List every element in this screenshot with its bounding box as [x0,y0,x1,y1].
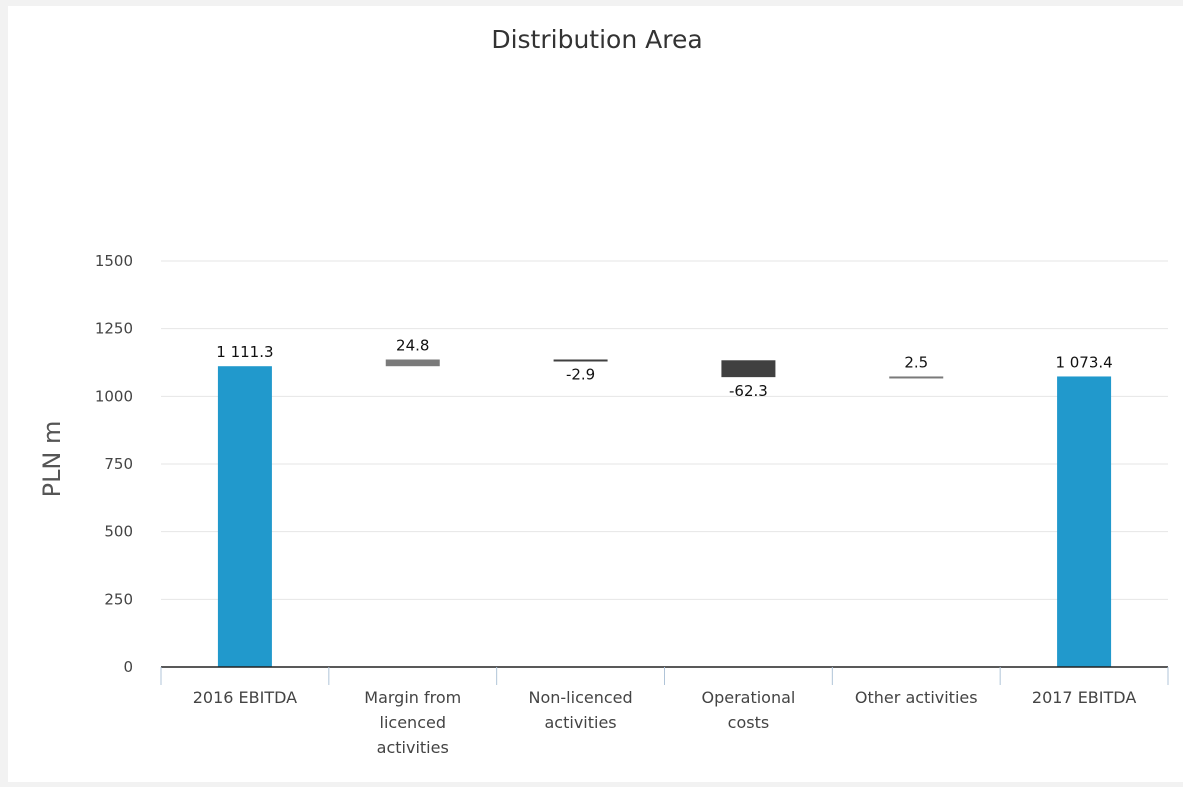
x-category-label: Margin from licenced activities [364,688,461,757]
x-category-label-line: Non-licenced [529,688,633,707]
y-tick-label: 1250 [95,320,133,338]
x-category-label-line: costs [728,713,770,732]
x-category-label: Non-licenced activities [529,688,633,732]
data-label: 24.8 [396,336,429,354]
data-label: 2.5 [904,353,928,371]
x-category-label-line: Margin from [364,688,461,707]
bar-2 [553,359,608,362]
y-tick-label: 1000 [95,387,133,405]
x-category-label-line: 2016 EBITDA [193,688,297,707]
y-axis-ticks: 0 250 500 750 1000 1250 1500 [95,252,133,676]
x-category-label-line: 2017 EBITDA [1032,688,1136,707]
data-label: 1 111.3 [216,343,273,361]
data-label: 1 073.4 [1055,353,1112,371]
bar-0 [217,366,272,667]
bar-4 [889,376,944,379]
x-category-label: Other activities [855,688,978,707]
data-label: -2.9 [566,365,595,383]
bar-5 [1057,376,1112,667]
x-axis-ticks: 2016 EBITDA Margin from licenced activities… [160,667,1169,757]
x-category-label: Operational costs [701,688,795,732]
y-tick-label: 500 [104,523,133,541]
x-category-label-line: activities [545,713,617,732]
grid-layer [161,260,1168,600]
chart-title: Distribution Area [491,25,702,54]
y-tick-label: 1500 [95,252,133,270]
x-category-label: 2016 EBITDA [193,688,297,707]
y-axis-label: PLN m [38,421,66,498]
x-category-label-line: activities [377,738,449,757]
x-category-label-line: licenced [380,713,446,732]
data-label: -62.3 [729,382,768,400]
y-tick-label: 0 [123,658,133,676]
bar-3 [721,360,776,378]
bar-layer [217,359,1112,667]
x-category-label-line: Operational [701,688,795,707]
y-tick-label: 750 [104,455,133,473]
chart-frame: Distribution Area PLN m 0 250 500 750 1000 12… [8,6,1183,782]
x-category-label: 2017 EBITDA [1032,688,1136,707]
waterfall-chart: Distribution Area PLN m 0 250 500 750 1000 12… [38,25,1169,757]
data-label-layer: 1 111.3 24.8 -2.9 -62.3 2.5 1 073.4 [216,336,1112,400]
bar-1 [385,359,440,367]
y-tick-label: 250 [104,590,133,608]
x-category-label-line: Other activities [855,688,978,707]
